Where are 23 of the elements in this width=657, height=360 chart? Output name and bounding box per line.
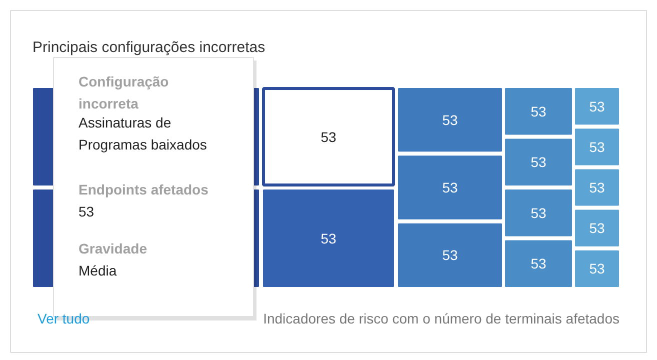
data-label: 53 (589, 220, 605, 236)
data-label: 53 (442, 112, 458, 128)
data-label: 53 (530, 103, 546, 120)
text: 53 (589, 260, 605, 277)
data-label: 53 (530, 256, 546, 272)
data-label: 53 (530, 154, 546, 170)
data-label: 53 (442, 180, 458, 196)
data-label: 53 (442, 247, 458, 264)
data-label: 53 (589, 138, 605, 155)
text: Assinaturas de Programas baixados (78, 114, 207, 152)
text: Indicadores de risco com o número de terminais afetados (263, 310, 620, 326)
data-label: 53 (78, 204, 94, 220)
data-label: 53 (589, 180, 605, 196)
data-label: 53 (589, 98, 605, 114)
text: Média (78, 262, 117, 278)
text: Ver tudo (38, 310, 90, 326)
text: Principais configurações incorretas (32, 39, 266, 56)
data-label: 53 (320, 128, 336, 145)
text: Gravidade (78, 240, 148, 256)
data-label: 53 (530, 204, 546, 221)
text: Endpoints afetados (78, 182, 209, 198)
text: Configuração incorreta (78, 74, 169, 112)
data-label: 53 (320, 230, 336, 246)
